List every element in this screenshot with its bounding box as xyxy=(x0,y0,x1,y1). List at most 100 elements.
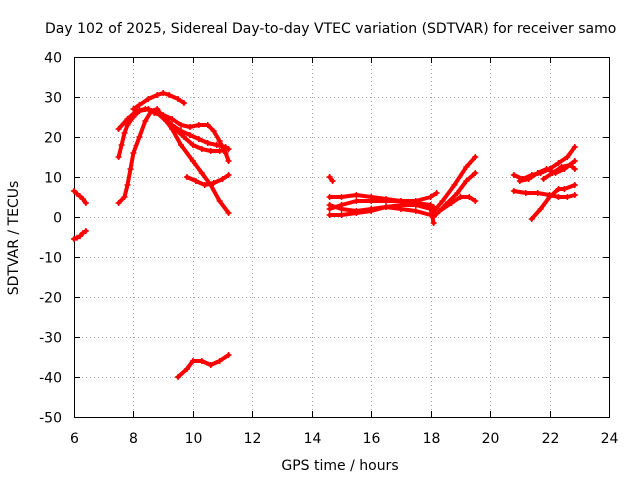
series-line xyxy=(511,189,577,199)
data-point xyxy=(329,178,336,184)
data-point xyxy=(571,166,578,172)
data-point xyxy=(115,126,122,132)
data-point xyxy=(368,198,375,204)
data-point xyxy=(124,116,131,122)
data-point xyxy=(198,170,205,176)
data-point xyxy=(189,158,196,164)
y-tick-label: -10 xyxy=(39,251,62,267)
data-point xyxy=(510,188,517,194)
data-point xyxy=(151,110,158,116)
data-point xyxy=(124,182,131,188)
data-point xyxy=(555,160,562,166)
data-point xyxy=(186,124,193,130)
data-point xyxy=(430,214,437,220)
y-tick-label: 0 xyxy=(53,211,62,227)
data-point xyxy=(198,146,205,152)
y-tick-label: -20 xyxy=(39,291,62,307)
data-point xyxy=(118,142,125,148)
data-point xyxy=(160,90,167,96)
data-point xyxy=(160,112,167,118)
data-point xyxy=(207,148,214,154)
x-tick-label: 22 xyxy=(542,431,560,447)
data-point xyxy=(115,154,122,160)
y-axis-label: SDTVAR / TECUs xyxy=(6,181,22,296)
data-series-s10 xyxy=(326,174,336,184)
data-point xyxy=(192,178,199,184)
data-point xyxy=(115,200,122,206)
data-point xyxy=(178,128,184,134)
x-tick-label: 14 xyxy=(304,431,322,447)
data-point xyxy=(571,192,578,198)
data-point xyxy=(225,172,232,178)
data-point xyxy=(558,164,565,170)
data-point xyxy=(326,202,333,208)
series-line xyxy=(428,155,478,217)
data-point xyxy=(121,194,128,200)
x-tick-label: 6 xyxy=(70,431,79,447)
y-tick-label: 20 xyxy=(44,131,62,147)
x-tick-label: 10 xyxy=(185,431,203,447)
data-point xyxy=(326,194,333,200)
data-series-s17 xyxy=(436,194,479,214)
data-point xyxy=(189,142,196,148)
data-point xyxy=(427,194,434,200)
data-point xyxy=(124,122,131,128)
data-point xyxy=(76,233,83,240)
data-point xyxy=(457,194,464,200)
data-point xyxy=(130,150,137,156)
data-point xyxy=(225,352,232,358)
data-point xyxy=(433,190,440,196)
data-point xyxy=(368,206,375,212)
data-point xyxy=(222,150,229,156)
data-point xyxy=(166,92,173,98)
chart-title: Day 102 of 2025, Sidereal Day-to-day VTE… xyxy=(45,21,616,37)
data-point xyxy=(216,198,223,204)
data-point xyxy=(353,198,360,204)
data-point xyxy=(201,182,208,188)
data-point xyxy=(338,194,345,200)
data-point xyxy=(204,140,211,146)
y-tick-labels: -50 -40 -30 -20 -10 0 10 20 30 40 xyxy=(39,51,62,427)
data-point xyxy=(178,142,184,148)
data-point xyxy=(326,212,333,218)
data-series-s15 xyxy=(427,154,479,218)
data-point xyxy=(439,198,446,204)
data-point xyxy=(412,208,419,214)
data-point xyxy=(451,182,458,188)
data-point xyxy=(189,358,196,364)
data-point xyxy=(463,164,470,170)
data-point xyxy=(130,106,137,112)
data-point xyxy=(169,122,176,128)
data-point xyxy=(216,358,223,364)
data-point xyxy=(534,170,541,176)
data-point xyxy=(353,208,360,214)
data-point xyxy=(549,170,556,176)
data-point xyxy=(555,194,562,200)
data-series-s12 xyxy=(326,190,440,212)
data-point xyxy=(571,144,578,150)
x-tick-label: 20 xyxy=(482,431,500,447)
data-point xyxy=(154,92,161,98)
data-point xyxy=(136,134,143,140)
data-point xyxy=(71,188,77,194)
data-point xyxy=(225,158,232,164)
data-point xyxy=(195,136,202,142)
data-point xyxy=(463,178,470,184)
x-tick-labels: 6 8 10 12 14 16 18 20 22 24 xyxy=(70,431,618,447)
data-point xyxy=(472,198,479,204)
data-point xyxy=(561,186,568,192)
series-line xyxy=(176,353,231,379)
data-series-s20 xyxy=(528,182,578,222)
data-point xyxy=(142,118,149,124)
data-series-s6 xyxy=(130,90,187,112)
series-line xyxy=(511,145,577,181)
data-point xyxy=(175,96,182,102)
data-point xyxy=(225,210,232,216)
x-tick-label: 8 xyxy=(129,431,138,447)
data-point xyxy=(466,194,473,200)
data-point xyxy=(353,192,360,198)
data-point xyxy=(216,148,223,154)
data-point xyxy=(82,228,89,234)
data-point xyxy=(213,142,220,148)
data-point xyxy=(430,220,437,226)
